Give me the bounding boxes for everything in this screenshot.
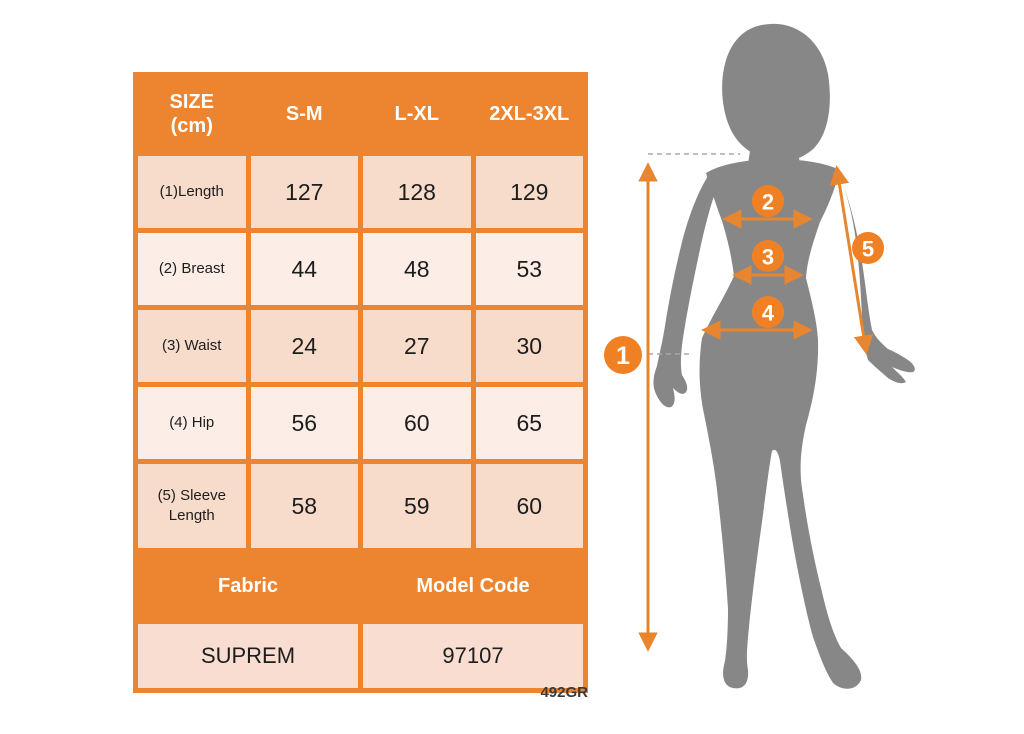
value-waist-lxl: 27: [363, 310, 471, 382]
model-code-header: Model Code: [363, 553, 583, 619]
marker-1-circle: [604, 336, 642, 374]
value-hip-lxl: 60: [363, 387, 471, 459]
value-breast-2xl3xl: 53: [475, 233, 583, 305]
value-waist-2xl3xl: 30: [475, 310, 583, 382]
value-breast-sm: 44: [250, 233, 358, 305]
size-table-header-row: SIZE (cm) S-M L-XL 2XL-3XL: [138, 77, 583, 151]
silhouette-neck: [748, 118, 800, 164]
marker-5-circle: [852, 232, 884, 264]
fabric-value: SUPREM: [138, 624, 358, 688]
marker-4-hip: 4: [752, 296, 784, 328]
table-row-breast: (2) Breast 44 48 53: [138, 233, 583, 305]
marker-1-number: 1: [616, 342, 630, 370]
header-col-lxl: L-XL: [363, 77, 471, 151]
header-size-label: SIZE: [169, 91, 214, 113]
value-length-2xl3xl: 129: [475, 156, 583, 228]
table-row-hip: (4) Hip 56 60 65: [138, 387, 583, 459]
value-hip-2xl3xl: 65: [475, 387, 583, 459]
info-header-row: Fabric Model Code: [138, 553, 583, 619]
silhouette-right-arm: [836, 168, 915, 384]
marker-3-circle: [752, 240, 784, 272]
marker-2-circle: [752, 185, 784, 217]
marker-5-sleeve: 5: [852, 232, 884, 264]
info-value-row: SUPREM 97107: [138, 624, 583, 688]
marker-4-number: 4: [762, 301, 775, 326]
marker-2-number: 2: [762, 190, 774, 215]
row-label-length: (1)Length: [138, 156, 246, 228]
fabric-header: Fabric: [138, 553, 358, 619]
body-silhouette-figure: [653, 23, 915, 689]
value-length-lxl: 128: [363, 156, 471, 228]
marker-3-number: 3: [762, 245, 774, 270]
value-breast-lxl: 48: [363, 233, 471, 305]
measurement-figure: 1 2 3 4 5: [604, 23, 915, 689]
row-label-waist: (3) Waist: [138, 310, 246, 382]
marker-2-breast: 2: [752, 185, 784, 217]
marker-3-waist: 3: [752, 240, 784, 272]
table-row-waist: (3) Waist 24 27 30: [138, 310, 583, 382]
row-label-hip: (4) Hip: [138, 387, 246, 459]
header-size-cm: SIZE (cm): [138, 77, 246, 151]
value-sleeve-sm: 58: [250, 464, 358, 548]
silhouette-head: [722, 23, 830, 162]
header-col-sm: S-M: [250, 77, 358, 151]
product-code: 492GR: [540, 684, 588, 701]
silhouette-torso-legs: [699, 159, 862, 689]
value-sleeve-lxl: 59: [363, 464, 471, 548]
marker-4-circle: [752, 296, 784, 328]
table-row-sleeve-length: (5) Sleeve Length 58 59 60: [138, 464, 583, 548]
table-row-length: (1)Length 127 128 129: [138, 156, 583, 228]
silhouette-left-arm: [653, 176, 716, 408]
value-waist-sm: 24: [250, 310, 358, 382]
header-size-unit: (cm): [170, 115, 213, 137]
row-label-breast: (2) Breast: [138, 233, 246, 305]
value-hip-sm: 56: [250, 387, 358, 459]
marker-5-number: 5: [862, 237, 874, 262]
sleeve-measure-arrow: [829, 165, 874, 355]
row-label-sleeve-length: (5) Sleeve Length: [138, 464, 246, 548]
value-length-sm: 127: [250, 156, 358, 228]
header-col-2xl3xl: 2XL-3XL: [475, 77, 583, 151]
size-chart-table: SIZE (cm) S-M L-XL 2XL-3XL (1)Length 127…: [133, 72, 588, 693]
marker-1-length: 1: [604, 336, 642, 374]
model-code-value: 97107: [363, 624, 583, 688]
value-sleeve-2xl3xl: 60: [475, 464, 583, 548]
